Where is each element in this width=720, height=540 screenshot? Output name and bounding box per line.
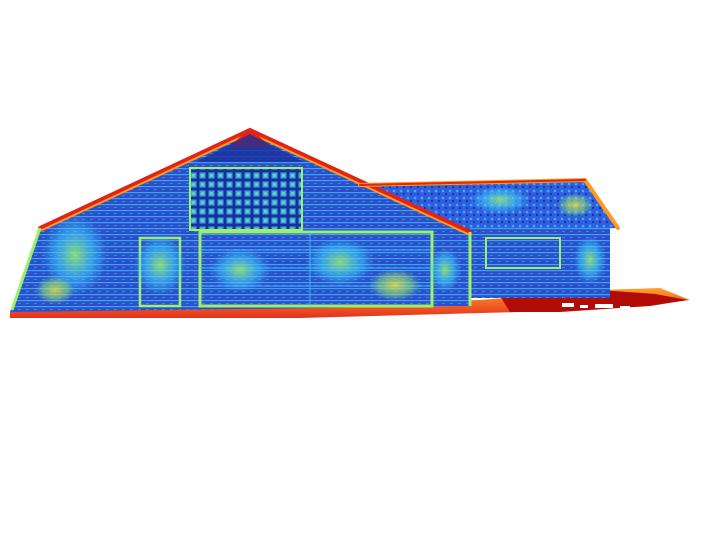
gable-lattice-vent [189,167,303,231]
wing-window [485,237,561,269]
left-eave-edge [10,227,42,311]
intensity-patches [35,186,606,304]
driveway-gaps [562,303,630,309]
roof-edges [38,127,620,236]
